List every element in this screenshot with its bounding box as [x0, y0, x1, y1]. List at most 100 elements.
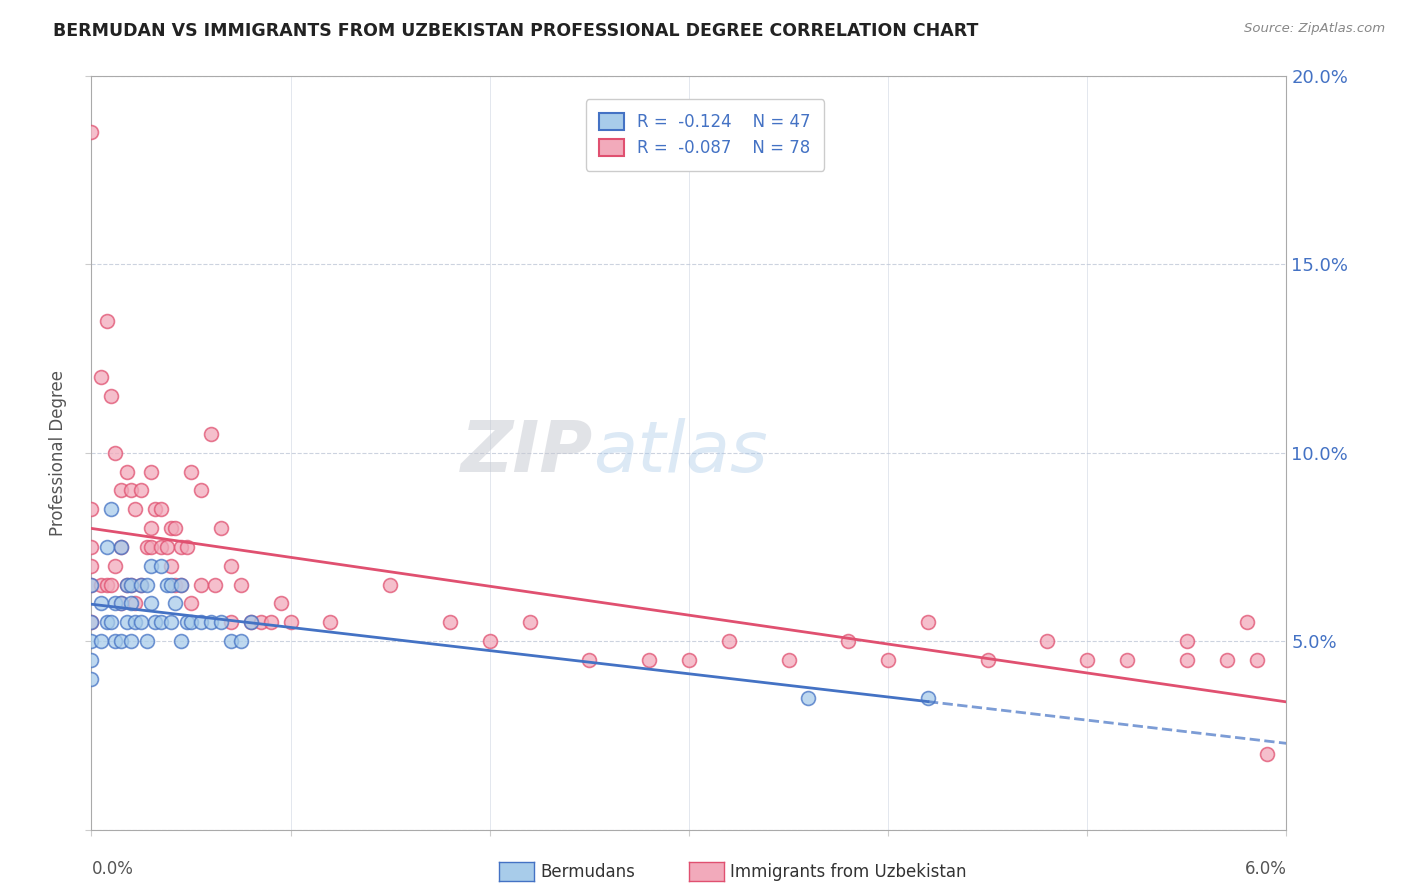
Point	[190, 615, 212, 630]
Point	[160, 521, 183, 535]
Point	[249, 615, 271, 630]
Point	[150, 502, 173, 516]
Point	[110, 596, 132, 610]
Point	[190, 483, 212, 498]
Point	[200, 615, 222, 630]
Point	[136, 634, 159, 648]
Point	[163, 577, 186, 591]
Point	[110, 596, 132, 610]
Point	[678, 653, 700, 667]
Point	[180, 596, 202, 610]
Point	[638, 653, 661, 667]
Point	[917, 690, 939, 705]
Point	[170, 540, 193, 554]
Point	[439, 615, 461, 630]
Point	[778, 653, 800, 667]
Point	[204, 577, 226, 591]
Point	[124, 596, 146, 610]
Point	[110, 483, 132, 498]
Point	[120, 577, 142, 591]
Point	[976, 653, 998, 667]
Point	[229, 577, 252, 591]
Point	[100, 389, 122, 403]
Point	[124, 502, 146, 516]
Point	[1215, 653, 1237, 667]
Point	[110, 540, 132, 554]
Point	[90, 577, 112, 591]
Point	[141, 465, 162, 479]
Text: 6.0%: 6.0%	[1244, 860, 1286, 878]
Point	[156, 577, 179, 591]
Point	[1256, 747, 1278, 761]
Point	[150, 540, 173, 554]
Point	[1116, 653, 1139, 667]
Point	[378, 577, 402, 591]
Point	[96, 577, 118, 591]
Point	[150, 615, 173, 630]
Point	[90, 370, 112, 384]
Point	[219, 634, 242, 648]
Point	[136, 577, 159, 591]
Point	[100, 577, 122, 591]
Point	[917, 615, 939, 630]
Point	[143, 615, 166, 630]
Point	[1246, 653, 1268, 667]
Point	[163, 596, 186, 610]
Point	[90, 634, 112, 648]
Point	[280, 615, 302, 630]
Text: 0.0%: 0.0%	[91, 860, 134, 878]
Point	[200, 426, 222, 441]
Point	[209, 521, 232, 535]
Point	[519, 615, 541, 630]
Point	[170, 634, 193, 648]
Point	[176, 540, 198, 554]
Point	[717, 634, 740, 648]
Point	[104, 634, 127, 648]
Point	[209, 615, 232, 630]
Point	[129, 483, 152, 498]
Text: Bermudans: Bermudans	[540, 863, 634, 881]
Point	[104, 596, 127, 610]
Point	[129, 577, 152, 591]
Point	[1175, 634, 1198, 648]
Point	[156, 540, 179, 554]
Point	[578, 653, 600, 667]
Point	[180, 465, 202, 479]
Point	[877, 653, 900, 667]
Point	[80, 540, 103, 554]
Text: atlas: atlas	[593, 418, 768, 487]
Point	[229, 634, 252, 648]
Point	[219, 558, 242, 573]
Point	[1076, 653, 1098, 667]
Point	[80, 634, 103, 648]
Point	[141, 540, 162, 554]
Point	[797, 690, 820, 705]
Point	[136, 540, 159, 554]
Point	[96, 314, 118, 328]
Text: ZIP: ZIP	[461, 418, 593, 487]
Point	[160, 558, 183, 573]
Point	[478, 634, 501, 648]
Text: Immigrants from Uzbekistan: Immigrants from Uzbekistan	[730, 863, 966, 881]
Point	[176, 615, 198, 630]
Point	[163, 521, 186, 535]
Point	[239, 615, 262, 630]
Point	[115, 577, 138, 591]
Point	[141, 596, 162, 610]
Point	[1036, 634, 1059, 648]
Text: BERMUDAN VS IMMIGRANTS FROM UZBEKISTAN PROFESSIONAL DEGREE CORRELATION CHART: BERMUDAN VS IMMIGRANTS FROM UZBEKISTAN P…	[53, 22, 979, 40]
Point	[120, 634, 142, 648]
Point	[104, 558, 127, 573]
Point	[190, 577, 212, 591]
Text: Source: ZipAtlas.com: Source: ZipAtlas.com	[1244, 22, 1385, 36]
Point	[120, 577, 142, 591]
Point	[239, 615, 262, 630]
Y-axis label: Professional Degree: Professional Degree	[49, 369, 67, 536]
Point	[160, 577, 183, 591]
Point	[120, 596, 142, 610]
Point	[115, 615, 138, 630]
Point	[1175, 653, 1198, 667]
Point	[141, 558, 162, 573]
Point	[143, 502, 166, 516]
Point	[259, 615, 281, 630]
